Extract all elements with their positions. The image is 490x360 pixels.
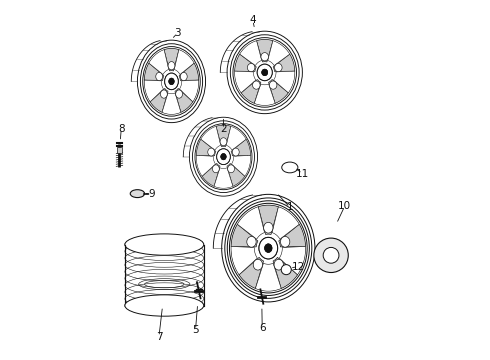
Polygon shape — [164, 48, 179, 71]
Polygon shape — [227, 163, 245, 186]
Polygon shape — [201, 126, 220, 150]
Text: 10: 10 — [338, 201, 351, 211]
Ellipse shape — [165, 73, 178, 90]
Polygon shape — [272, 207, 299, 239]
Ellipse shape — [169, 78, 174, 85]
Ellipse shape — [165, 73, 178, 90]
Ellipse shape — [281, 265, 291, 275]
Ellipse shape — [232, 148, 239, 156]
Polygon shape — [279, 247, 306, 275]
Ellipse shape — [247, 63, 255, 72]
Polygon shape — [257, 40, 273, 62]
Ellipse shape — [257, 64, 272, 81]
Text: 5: 5 — [192, 325, 199, 335]
Polygon shape — [268, 41, 290, 66]
Ellipse shape — [208, 148, 215, 156]
Text: 12: 12 — [292, 262, 305, 272]
Ellipse shape — [280, 237, 290, 247]
FancyBboxPatch shape — [117, 147, 122, 153]
Polygon shape — [196, 156, 216, 176]
Ellipse shape — [253, 259, 263, 270]
Ellipse shape — [274, 259, 283, 270]
Polygon shape — [202, 163, 220, 186]
Polygon shape — [175, 89, 193, 112]
Polygon shape — [144, 80, 164, 102]
Text: 8: 8 — [118, 124, 124, 134]
Ellipse shape — [252, 81, 260, 89]
Polygon shape — [241, 80, 261, 103]
Polygon shape — [196, 139, 216, 156]
Ellipse shape — [217, 149, 230, 165]
Ellipse shape — [130, 190, 145, 198]
Text: 4: 4 — [249, 15, 256, 26]
Polygon shape — [179, 80, 199, 102]
Ellipse shape — [221, 153, 226, 160]
Polygon shape — [231, 247, 257, 275]
Polygon shape — [231, 139, 251, 156]
Ellipse shape — [264, 222, 273, 233]
Ellipse shape — [220, 138, 227, 146]
Ellipse shape — [257, 64, 272, 81]
Ellipse shape — [168, 62, 175, 70]
Polygon shape — [235, 71, 256, 93]
Text: 9: 9 — [148, 189, 155, 199]
Ellipse shape — [180, 72, 187, 81]
Text: 11: 11 — [296, 168, 309, 179]
Ellipse shape — [265, 244, 272, 252]
Ellipse shape — [213, 165, 220, 173]
Text: 3: 3 — [174, 28, 181, 38]
Polygon shape — [149, 50, 169, 75]
Text: 1: 1 — [287, 202, 293, 212]
Polygon shape — [226, 126, 246, 150]
Polygon shape — [269, 80, 289, 103]
Polygon shape — [174, 50, 194, 75]
Ellipse shape — [125, 295, 204, 316]
Ellipse shape — [259, 237, 278, 259]
Ellipse shape — [323, 247, 339, 263]
Ellipse shape — [314, 238, 348, 273]
Ellipse shape — [228, 165, 235, 173]
Text: 6: 6 — [259, 323, 266, 333]
Ellipse shape — [125, 234, 204, 255]
Polygon shape — [239, 257, 264, 288]
Ellipse shape — [282, 162, 298, 173]
Polygon shape — [255, 263, 281, 291]
Ellipse shape — [262, 69, 268, 76]
Ellipse shape — [176, 90, 182, 98]
Polygon shape — [150, 89, 168, 112]
Ellipse shape — [262, 69, 268, 76]
Polygon shape — [216, 125, 231, 147]
Polygon shape — [254, 84, 275, 105]
Polygon shape — [231, 224, 258, 247]
Polygon shape — [237, 207, 265, 239]
Ellipse shape — [265, 244, 272, 252]
Text: 7: 7 — [156, 332, 162, 342]
Ellipse shape — [217, 149, 230, 165]
Polygon shape — [279, 224, 306, 247]
Ellipse shape — [169, 78, 174, 85]
Ellipse shape — [221, 153, 226, 160]
Ellipse shape — [274, 63, 282, 72]
Polygon shape — [273, 54, 295, 72]
Ellipse shape — [259, 237, 278, 259]
Polygon shape — [258, 205, 278, 234]
Polygon shape — [235, 54, 256, 72]
Polygon shape — [240, 41, 262, 66]
Ellipse shape — [270, 81, 277, 89]
Polygon shape — [273, 257, 297, 288]
Ellipse shape — [160, 90, 167, 98]
Polygon shape — [179, 63, 199, 80]
Polygon shape — [273, 71, 295, 93]
Polygon shape — [162, 93, 181, 114]
Polygon shape — [214, 168, 233, 188]
Ellipse shape — [156, 72, 163, 81]
Ellipse shape — [247, 237, 256, 247]
Polygon shape — [144, 63, 164, 80]
Polygon shape — [231, 156, 251, 176]
Ellipse shape — [261, 53, 269, 61]
Text: 2: 2 — [220, 124, 227, 134]
